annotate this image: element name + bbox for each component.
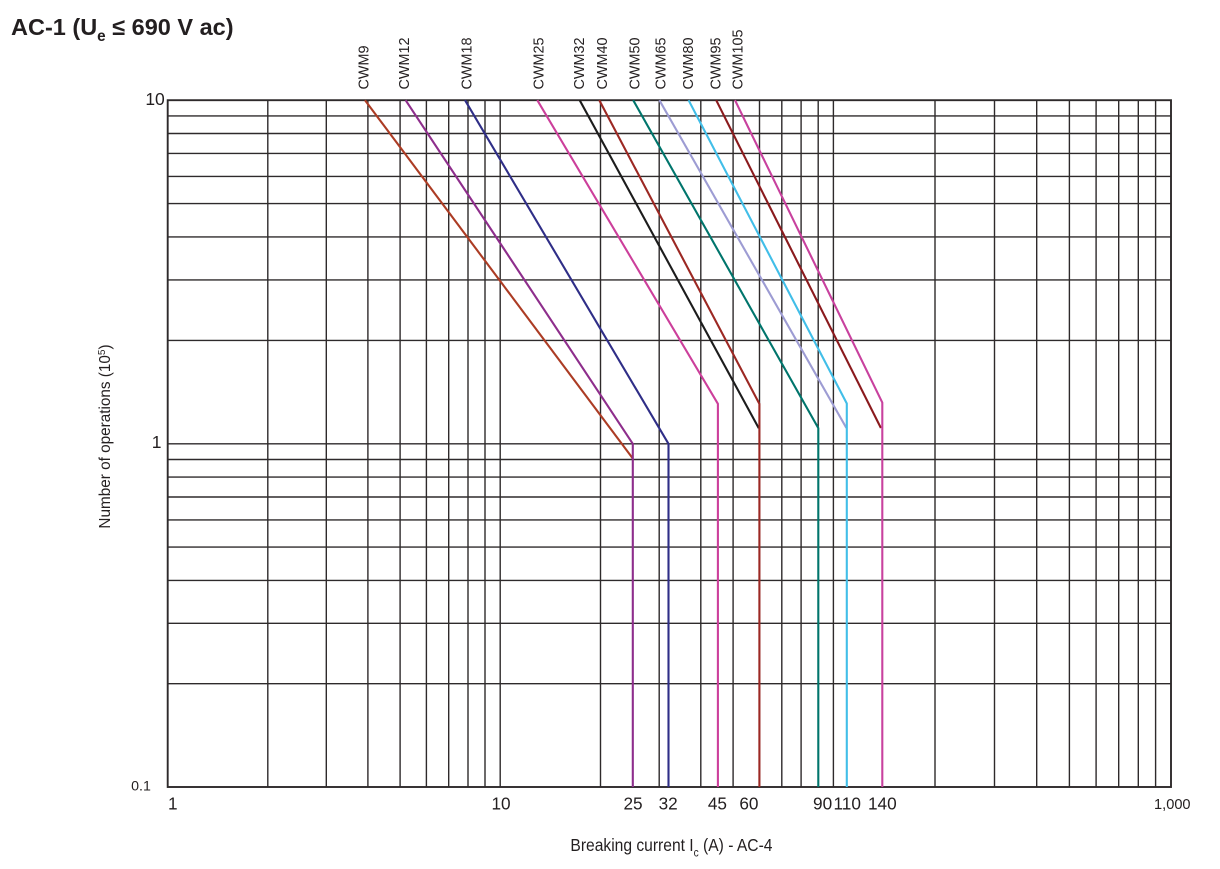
svg-text:CWM40: CWM40 <box>595 38 611 90</box>
svg-text:1,000: 1,000 <box>1154 797 1191 813</box>
svg-text:1: 1 <box>152 432 162 452</box>
svg-text:CWM95: CWM95 <box>709 38 725 90</box>
svg-text:10: 10 <box>145 89 165 109</box>
svg-text:32: 32 <box>659 793 678 813</box>
svg-text:CWM9: CWM9 <box>356 46 372 90</box>
svg-text:110: 110 <box>833 793 860 813</box>
svg-text:CWM50: CWM50 <box>628 38 644 90</box>
svg-text:140: 140 <box>868 793 897 813</box>
svg-text:Number of operations (105): Number of operations (105) <box>97 344 114 528</box>
svg-text:45: 45 <box>708 793 727 813</box>
svg-text:CWM32: CWM32 <box>572 38 588 90</box>
svg-text:1: 1 <box>168 793 178 813</box>
svg-text:0.1: 0.1 <box>131 779 151 795</box>
svg-text:CWM25: CWM25 <box>532 38 548 90</box>
svg-text:25: 25 <box>623 793 642 813</box>
svg-text:10: 10 <box>491 793 510 813</box>
svg-text:CWM65: CWM65 <box>653 38 669 90</box>
svg-text:CWM105: CWM105 <box>730 30 746 90</box>
svg-text:60: 60 <box>739 793 758 813</box>
svg-text:AC-1 (Ue ≤ 690 V ac): AC-1 (Ue ≤ 690 V ac) <box>11 14 234 45</box>
svg-text:CWM80: CWM80 <box>681 38 697 90</box>
svg-text:CWM18: CWM18 <box>460 38 476 90</box>
svg-text:CWM12: CWM12 <box>397 38 413 90</box>
svg-text:90: 90 <box>813 793 832 813</box>
